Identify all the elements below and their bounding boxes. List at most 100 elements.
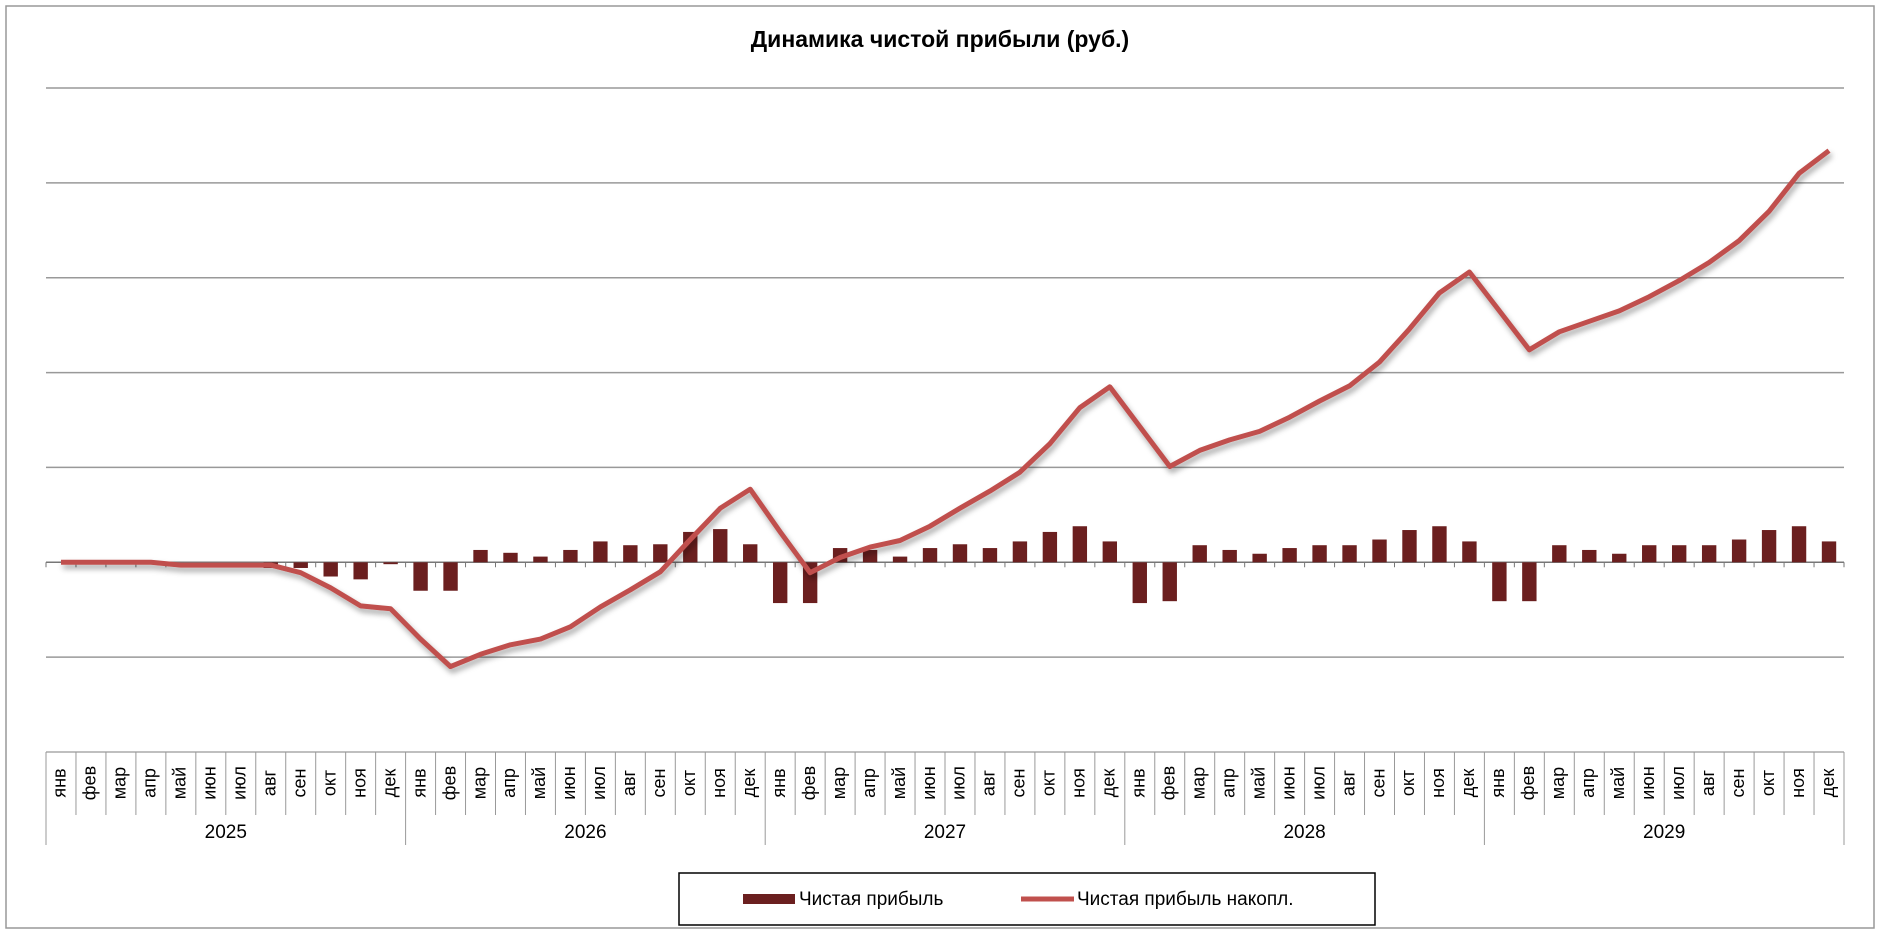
x-tick-label: июл <box>589 766 609 800</box>
x-tick-label: дек <box>1458 769 1478 798</box>
legend-swatch <box>743 894 795 904</box>
x-tick-label: июн <box>1278 766 1298 800</box>
bar <box>383 562 398 565</box>
x-tick-label: мар <box>829 767 849 799</box>
x-tick-label: май <box>1248 767 1268 799</box>
year-label: 2025 <box>205 822 247 843</box>
x-tick-label: янв <box>1129 768 1149 797</box>
x-tick-label: ноя <box>1069 768 1089 798</box>
x-tick-label: окт <box>679 770 699 796</box>
x-tick-label: фев <box>439 766 459 800</box>
bar <box>982 548 998 563</box>
x-tick-label: авг <box>979 769 999 796</box>
x-tick-label: фев <box>1159 766 1179 800</box>
x-tick-label: июн <box>919 766 939 800</box>
bar <box>1402 530 1417 563</box>
x-tick-label: авг <box>1698 769 1718 796</box>
year-label: 2026 <box>564 822 606 843</box>
bar <box>623 545 638 563</box>
x-tick-label: авг <box>260 769 280 796</box>
x-tick-label: авг <box>619 769 639 796</box>
bar <box>1342 545 1357 563</box>
x-tick-label: ноя <box>1788 768 1808 798</box>
bar <box>1612 553 1627 563</box>
bar <box>1821 541 1837 563</box>
bar <box>1282 548 1297 563</box>
chart-title: Динамика чистой прибыли (руб.) <box>751 26 1129 52</box>
bar <box>293 562 308 568</box>
x-tick-label: май <box>529 767 549 799</box>
bar <box>1731 539 1747 563</box>
bar <box>1791 526 1807 563</box>
year-label: 2028 <box>1283 822 1325 843</box>
x-tick-label: дек <box>1099 769 1119 798</box>
bar <box>413 562 428 591</box>
x-tick-label: сен <box>649 769 669 798</box>
bar <box>563 549 578 563</box>
x-tick-label: мар <box>110 767 130 799</box>
x-tick-label: мар <box>1188 767 1208 799</box>
bar <box>1102 541 1118 563</box>
bar <box>1012 541 1028 563</box>
bar <box>1492 562 1507 602</box>
x-tick-label: сен <box>1728 769 1748 798</box>
bar <box>1671 545 1687 563</box>
x-tick-label: июл <box>1308 766 1328 800</box>
bar <box>503 552 518 563</box>
x-tick-label: июн <box>559 766 579 800</box>
x-tick-label: июл <box>949 766 969 800</box>
x-tick-label: янв <box>50 768 70 797</box>
bar <box>1552 545 1567 563</box>
bar <box>743 544 758 563</box>
bar <box>862 549 878 563</box>
x-tick-label: май <box>1608 767 1628 799</box>
bar <box>1222 549 1237 563</box>
line <box>61 148 1831 670</box>
bar <box>1372 539 1387 563</box>
bar <box>683 531 698 563</box>
legend-label: Чистая прибыль <box>799 889 943 910</box>
x-tick-label: ноя <box>349 768 369 798</box>
x-tick-label: июл <box>1668 766 1688 800</box>
x-tick-label: дек <box>379 769 399 798</box>
year-label: 2027 <box>924 822 966 843</box>
x-tick-label: июн <box>200 766 220 800</box>
bar <box>653 544 668 563</box>
x-tick-label: янв <box>769 768 789 797</box>
x-tick-label: ноя <box>1428 768 1448 798</box>
x-tick-label: июн <box>1638 766 1658 800</box>
x-tick-label: фев <box>799 766 819 800</box>
x-tick-label: янв <box>1488 768 1508 797</box>
x-tick-label: мар <box>469 767 489 799</box>
x-tick-label: май <box>889 767 909 799</box>
bar <box>1312 545 1327 563</box>
legend-label: Чистая прибыль накопл. <box>1077 889 1293 910</box>
x-tick-label: апр <box>140 768 160 798</box>
bar <box>1432 526 1447 563</box>
x-tick-label: апр <box>1578 768 1598 798</box>
x-tick-label: окт <box>1398 770 1418 796</box>
x-tick-label: фев <box>1518 766 1538 800</box>
x-tick-label: авг <box>1338 769 1358 796</box>
bar <box>1192 545 1207 563</box>
bar <box>323 562 338 577</box>
bar <box>1132 562 1147 604</box>
bar <box>533 556 548 563</box>
bar <box>473 549 488 563</box>
x-tick-label: мар <box>1548 767 1568 799</box>
x-tick-label: янв <box>409 768 429 797</box>
bar <box>1042 531 1058 563</box>
x-tick-label: дек <box>1818 769 1838 798</box>
bar <box>1462 541 1477 563</box>
x-tick-label: апр <box>499 768 519 798</box>
x-tick-label: ноя <box>709 768 729 798</box>
x-tick-label: окт <box>1758 770 1778 796</box>
x-tick-label: окт <box>1039 770 1059 796</box>
bar <box>772 562 788 604</box>
bar <box>713 529 728 563</box>
bar <box>1582 549 1597 563</box>
bar <box>443 562 458 591</box>
